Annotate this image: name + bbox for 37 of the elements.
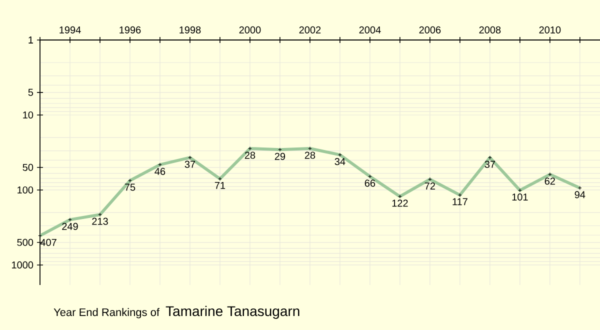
data-label: 75 [124, 184, 136, 191]
x-tick-label: 1994 [60, 26, 81, 34]
data-label: 28 [304, 152, 316, 159]
data-label: 29 [274, 152, 286, 160]
data-label: 71 [214, 182, 226, 189]
data-label: 94 [574, 191, 586, 198]
y-tick-label: 10 [23, 111, 34, 119]
x-tick-label: 1998 [180, 26, 201, 34]
data-label: 34 [334, 158, 346, 166]
y-tick-label: 500 [17, 238, 34, 246]
data-label: 249 [62, 222, 78, 230]
data-label: 37 [484, 160, 495, 168]
y-tick-label: 5 [28, 88, 34, 96]
text: Tamarine Tanasugarn [166, 306, 300, 319]
y-tick-label: 1 [28, 36, 33, 44]
data-label: 46 [154, 168, 166, 175]
data-label: 117 [452, 198, 468, 206]
data-label: 66 [364, 180, 376, 187]
x-tick-label: 2000 [239, 26, 261, 34]
data-label: 213 [92, 218, 108, 225]
data-label: 37 [184, 160, 196, 168]
x-tick-label: 2006 [419, 26, 441, 34]
x-tick-label: 2002 [299, 26, 321, 34]
data-label: 122 [392, 200, 408, 207]
y-tick-label: 100 [18, 186, 34, 194]
y-tick-label: 1000 [12, 261, 34, 269]
data-label: 101 [512, 194, 528, 201]
x-tick-label: 2004 [359, 26, 381, 34]
data-label: 28 [244, 152, 256, 159]
data-label: 407 [40, 238, 56, 246]
y-tick-label: 50 [22, 164, 34, 171]
x-tick-label: 2010 [539, 26, 561, 34]
text: Year End Rankings of [54, 308, 160, 318]
x-tick-label: 2008 [479, 26, 501, 34]
data-label: 72 [424, 182, 435, 190]
x-tick-label: 1996 [120, 26, 141, 34]
data-label: 62 [544, 178, 555, 185]
